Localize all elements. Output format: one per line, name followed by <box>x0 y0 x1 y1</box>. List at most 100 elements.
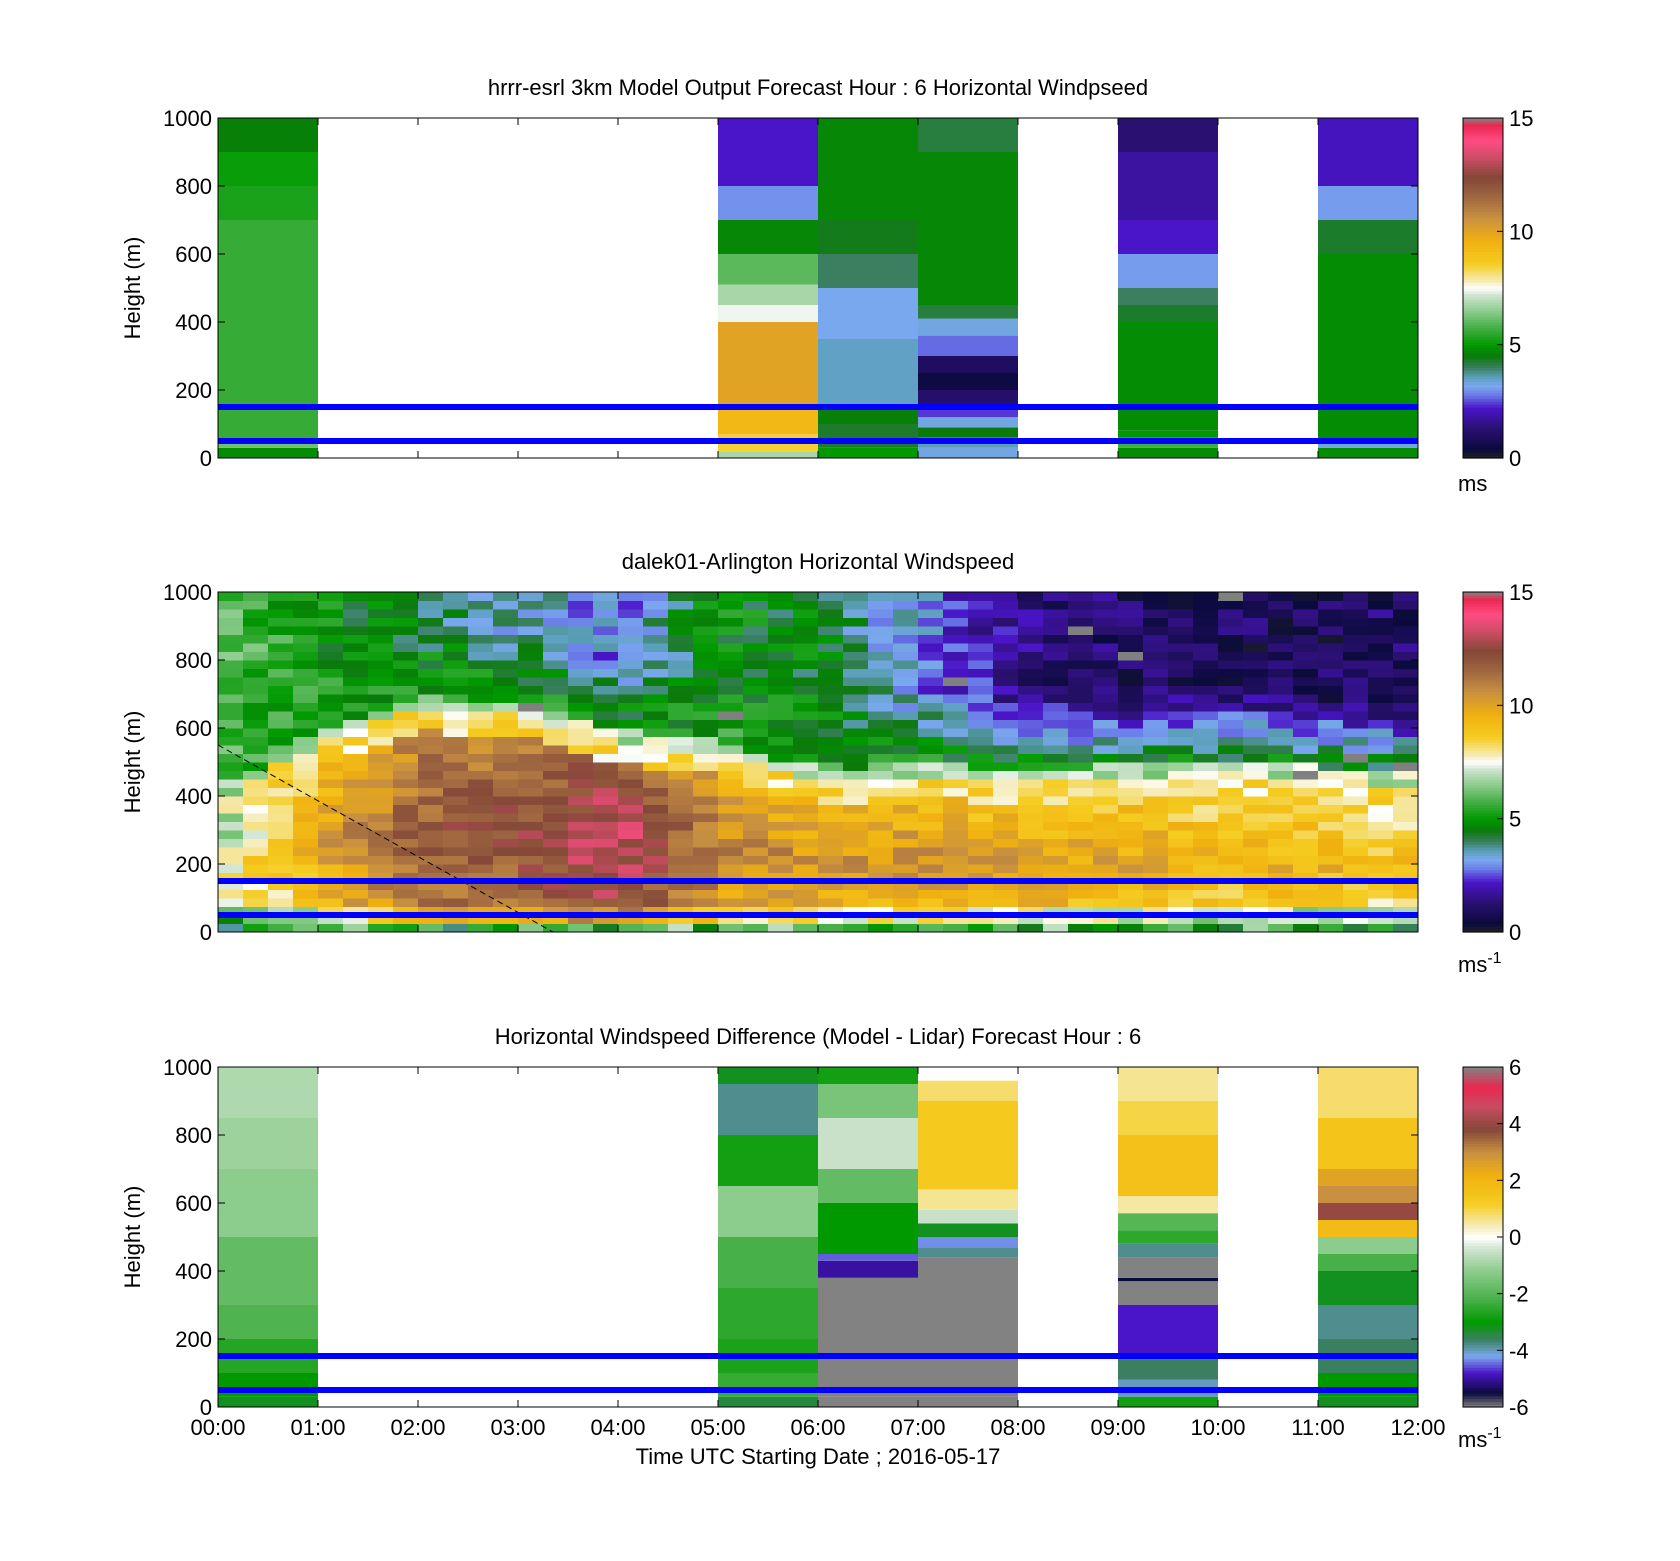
heatmap-cell <box>1343 855 1369 865</box>
heatmap-cell <box>1043 711 1069 720</box>
heatmap-cell <box>1068 915 1094 924</box>
heatmap-cell <box>418 634 444 644</box>
heatmap-cell <box>418 830 444 839</box>
heatmap-cell <box>318 702 344 712</box>
heatmap-cell <box>368 804 394 814</box>
heatmap-cell <box>443 617 469 627</box>
heatmap-cell <box>443 923 469 932</box>
heatmap-cell <box>443 694 469 703</box>
heatmap-cell <box>818 660 844 669</box>
colorbar-swatch <box>1463 796 1503 800</box>
heatmap-cell <box>818 923 844 932</box>
heatmap-cell <box>868 745 894 754</box>
heatmap-cell <box>1368 668 1394 678</box>
heatmap-cell <box>968 609 994 618</box>
heatmap-cell <box>718 770 744 780</box>
heatmap-cell <box>1268 762 1294 771</box>
colorbar-swatch <box>1463 1163 1503 1167</box>
heatmap-cell <box>943 796 969 805</box>
heatmap-cell <box>1118 288 1218 305</box>
heatmap-cell <box>493 898 519 907</box>
heatmap-cell <box>743 881 769 890</box>
heatmap-cell <box>1368 745 1394 754</box>
heatmap-cell <box>518 685 544 695</box>
heatmap-cell <box>1268 889 1294 899</box>
heatmap-cell <box>268 668 294 678</box>
heatmap-cell <box>218 1305 318 1339</box>
colorbar-swatch <box>1463 455 1503 459</box>
heatmap-cell <box>518 609 544 618</box>
heatmap-cell <box>943 668 969 678</box>
heatmap-cell <box>618 762 644 771</box>
colorbar-swatch <box>1463 881 1503 885</box>
colorbar-frame <box>1462 591 1504 933</box>
colorbar-swatch <box>1463 1225 1503 1230</box>
heatmap-cell <box>1368 838 1394 848</box>
heatmap-cell <box>718 407 818 435</box>
heatmap-cell <box>618 694 644 703</box>
heatmap-cell <box>643 881 669 890</box>
heatmap-cell <box>468 643 494 652</box>
heatmap-cell <box>218 626 244 635</box>
heatmap-cell <box>318 609 344 618</box>
heatmap-cell <box>693 906 719 916</box>
colorbar-swatch <box>1463 1188 1503 1193</box>
colorbar-swatch <box>1463 1322 1503 1326</box>
heatmap-cell <box>343 600 369 610</box>
lidar-profile <box>1143 592 1169 932</box>
heatmap-cell <box>368 779 394 788</box>
heatmap-cell <box>318 855 344 865</box>
colorbar-swatch <box>1463 849 1503 854</box>
heatmap-cell <box>293 634 319 644</box>
heatmap-cell <box>1043 702 1069 712</box>
heatmap-cell <box>593 915 619 924</box>
heatmap-cell <box>1368 762 1394 771</box>
heatmap-cell <box>568 796 594 805</box>
heatmap-cell <box>643 753 669 763</box>
heatmap-cell <box>343 881 369 890</box>
colorbar-swatch <box>1463 648 1503 653</box>
heatmap-cell <box>1268 617 1294 627</box>
heatmap-cell <box>668 889 694 899</box>
heatmap-cell <box>1118 1067 1218 1101</box>
heatmap-cell <box>918 390 1018 407</box>
lidar-profile <box>668 592 694 932</box>
heatmap-cell <box>268 736 294 746</box>
lidar-profile <box>1393 592 1418 932</box>
heatmap-cell <box>818 864 844 873</box>
heatmap-cell <box>1268 719 1294 729</box>
heatmap-cell <box>1118 1101 1218 1135</box>
colorbar-swatch <box>1463 1203 1503 1207</box>
colorbar-swatch <box>1463 441 1503 445</box>
heatmap-cell <box>293 821 319 831</box>
heatmap-cell <box>768 779 794 788</box>
heatmap-cell <box>1268 923 1294 932</box>
heatmap-cell <box>1243 796 1269 805</box>
heatmap-cell <box>843 779 869 788</box>
heatmap-cell <box>643 660 669 669</box>
heatmap-cell <box>1393 702 1418 712</box>
heatmap-cell <box>1343 634 1369 644</box>
heatmap-cell <box>768 864 794 873</box>
heatmap-cell <box>718 796 744 805</box>
heatmap-cell <box>468 634 494 644</box>
heatmap-cell <box>1093 685 1119 695</box>
heatmap-cell <box>1093 898 1119 907</box>
heatmap-cell <box>643 702 669 712</box>
heatmap-cell <box>1143 872 1169 882</box>
heatmap-cell <box>893 719 919 729</box>
heatmap-cell <box>1393 694 1418 703</box>
heatmap-cell <box>1018 728 1044 737</box>
heatmap-cell <box>843 864 869 873</box>
heatmap-cell <box>1118 1213 1218 1231</box>
heatmap-cell <box>893 915 919 924</box>
colorbar-swatch <box>1463 205 1503 210</box>
colorbar-swatch <box>1463 1310 1503 1315</box>
heatmap-cell <box>318 847 344 856</box>
heatmap-cell <box>1218 660 1244 669</box>
heatmap-cell <box>1168 830 1194 839</box>
heatmap-cell <box>593 753 619 763</box>
heatmap-cell <box>1393 651 1418 661</box>
heatmap-cell <box>1093 762 1119 771</box>
heatmap-cell <box>418 753 444 763</box>
